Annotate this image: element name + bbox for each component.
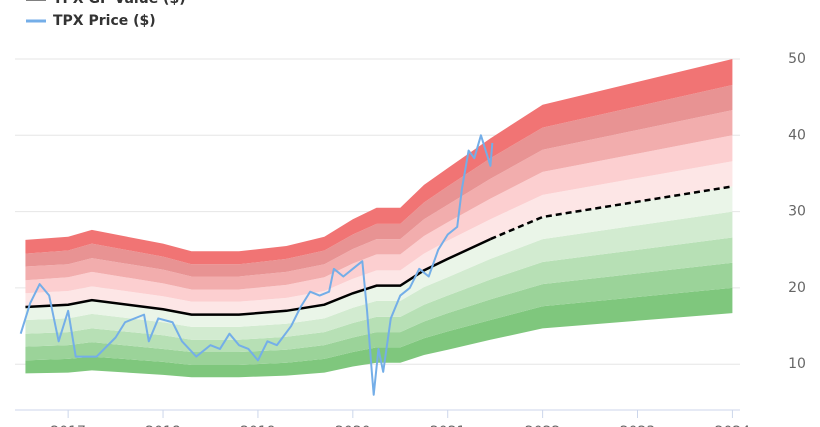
x-tick-label: 2023 xyxy=(620,424,656,427)
y-tick-label: 30 xyxy=(788,204,806,220)
x-tick-label: 2021 xyxy=(430,424,466,427)
gf-value-band xyxy=(25,161,733,315)
y-tick-label: 10 xyxy=(788,356,806,372)
x-tick-label: 2024 xyxy=(715,424,751,427)
gf-value-projection xyxy=(489,185,733,241)
x-tick-label: 2019 xyxy=(240,424,276,427)
y-tick-label: 50 xyxy=(788,51,806,67)
gf-value-band xyxy=(25,211,733,340)
x-tick-label: 2017 xyxy=(50,424,86,427)
gf-value-band xyxy=(25,110,733,290)
gf-value-band xyxy=(25,262,733,365)
gf-value-band xyxy=(25,186,733,327)
gf-value-band xyxy=(25,84,733,277)
x-tick-label: 2022 xyxy=(525,424,561,427)
legend-label: TPX Price ($) xyxy=(53,13,156,29)
gf-value-band xyxy=(25,59,733,265)
gf-value-band xyxy=(25,287,733,378)
price-line xyxy=(19,134,494,396)
x-tick-label: 2018 xyxy=(145,424,181,427)
y-tick-label: 40 xyxy=(788,127,806,143)
legend-label: TPX GF Value ($) xyxy=(53,0,186,7)
y-tick-label: 20 xyxy=(788,280,806,296)
x-tick-label: 2020 xyxy=(335,424,371,427)
gf-value-band xyxy=(25,237,733,353)
gf-value-band xyxy=(25,135,733,302)
gf-value-line xyxy=(25,237,491,316)
